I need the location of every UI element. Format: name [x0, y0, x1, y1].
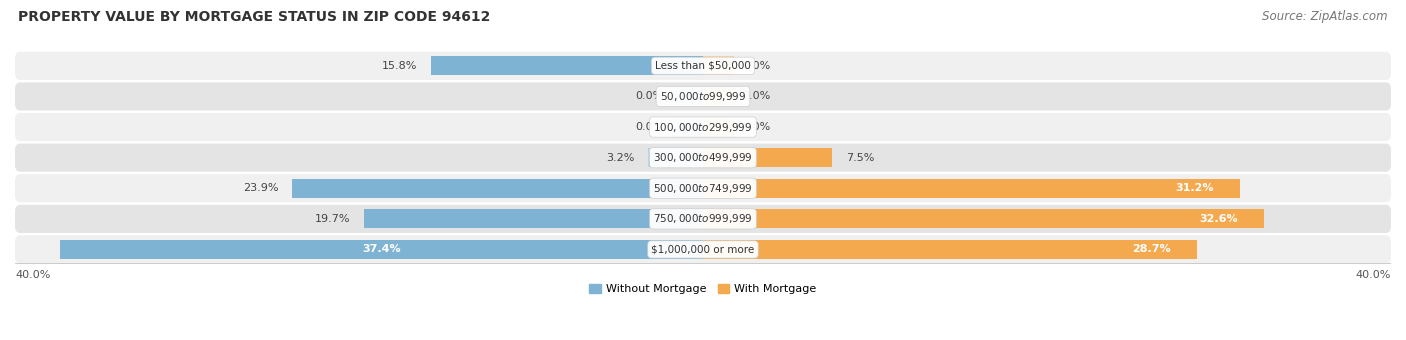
Text: $500,000 to $749,999: $500,000 to $749,999	[654, 182, 752, 195]
FancyBboxPatch shape	[14, 205, 1392, 233]
Text: 7.5%: 7.5%	[846, 153, 875, 163]
Bar	[703, 240, 1197, 259]
Bar	[292, 179, 703, 198]
Text: 0.0%: 0.0%	[742, 122, 770, 132]
Text: 0.0%: 0.0%	[636, 91, 664, 101]
Bar	[432, 56, 703, 75]
Text: Source: ZipAtlas.com: Source: ZipAtlas.com	[1263, 10, 1388, 23]
Text: 3.2%: 3.2%	[606, 153, 634, 163]
Text: $50,000 to $99,999: $50,000 to $99,999	[659, 90, 747, 103]
Legend: Without Mortgage, With Mortgage: Without Mortgage, With Mortgage	[585, 279, 821, 299]
FancyBboxPatch shape	[14, 143, 1392, 172]
Text: 0.0%: 0.0%	[742, 61, 770, 71]
Bar	[703, 179, 1240, 198]
Text: $1,000,000 or more: $1,000,000 or more	[651, 244, 755, 254]
Bar	[703, 209, 1264, 228]
Text: 19.7%: 19.7%	[315, 214, 350, 224]
Text: PROPERTY VALUE BY MORTGAGE STATUS IN ZIP CODE 94612: PROPERTY VALUE BY MORTGAGE STATUS IN ZIP…	[18, 10, 491, 24]
Text: 40.0%: 40.0%	[15, 270, 51, 280]
FancyBboxPatch shape	[14, 82, 1392, 110]
Bar	[672, 118, 703, 137]
Bar	[364, 209, 703, 228]
Bar	[703, 87, 734, 106]
Text: 32.6%: 32.6%	[1199, 214, 1237, 224]
Bar	[703, 118, 734, 137]
Bar	[648, 148, 703, 167]
FancyBboxPatch shape	[14, 113, 1392, 141]
Bar	[703, 148, 832, 167]
Text: 0.0%: 0.0%	[742, 91, 770, 101]
FancyBboxPatch shape	[14, 174, 1392, 202]
Text: 23.9%: 23.9%	[243, 183, 278, 193]
Text: 28.7%: 28.7%	[1132, 244, 1171, 254]
Text: $300,000 to $499,999: $300,000 to $499,999	[654, 151, 752, 164]
Bar	[703, 56, 734, 75]
Text: 40.0%: 40.0%	[1355, 270, 1391, 280]
Text: 37.4%: 37.4%	[363, 244, 401, 254]
Text: $100,000 to $299,999: $100,000 to $299,999	[654, 121, 752, 134]
Text: $750,000 to $999,999: $750,000 to $999,999	[654, 212, 752, 225]
Text: 15.8%: 15.8%	[382, 61, 418, 71]
Bar	[59, 240, 703, 259]
Text: Less than $50,000: Less than $50,000	[655, 61, 751, 71]
Text: 31.2%: 31.2%	[1175, 183, 1213, 193]
FancyBboxPatch shape	[14, 235, 1392, 264]
FancyBboxPatch shape	[14, 52, 1392, 80]
Bar	[672, 87, 703, 106]
Text: 0.0%: 0.0%	[636, 122, 664, 132]
